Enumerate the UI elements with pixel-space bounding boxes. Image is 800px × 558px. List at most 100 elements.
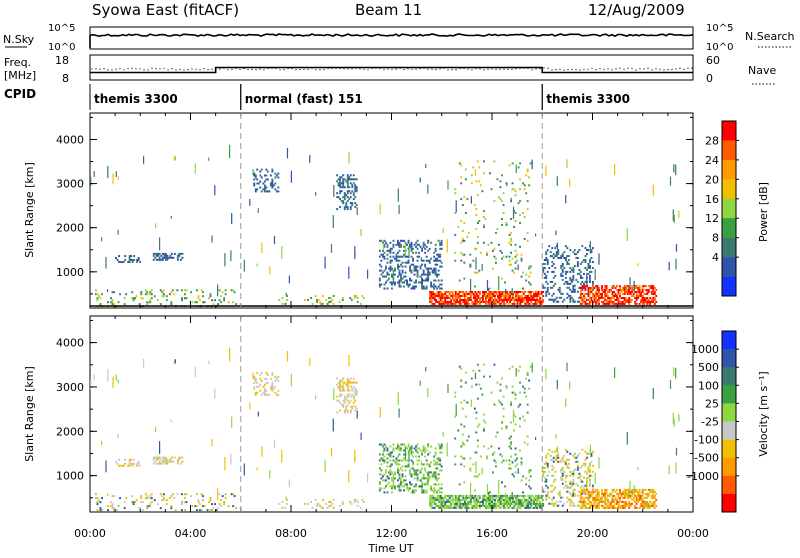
velocity-cell [602, 492, 605, 495]
nave-point [335, 67, 337, 69]
power-cell [542, 263, 545, 265]
nave-point [619, 67, 621, 69]
velocity-cell [454, 463, 457, 466]
nave-point [287, 67, 289, 70]
power-cell [589, 300, 591, 303]
velocity-cell [614, 498, 617, 501]
power-cell [548, 267, 551, 269]
velocity-cell [526, 371, 529, 374]
nave-point [439, 68, 441, 70]
power-cell [447, 297, 450, 299]
power-cell [159, 289, 162, 292]
power-cell [590, 299, 593, 301]
velocity-cell [631, 502, 634, 505]
power-streak [170, 215, 172, 219]
velocity-cell [489, 498, 492, 501]
power-cell [578, 286, 581, 289]
power-cell [546, 261, 549, 263]
power-cell [617, 302, 620, 305]
power-cell [115, 257, 117, 259]
power-cell [602, 300, 605, 303]
power-cell [439, 265, 442, 268]
power-cell [471, 300, 474, 303]
velocity-cell [263, 389, 266, 392]
power-cell [432, 291, 435, 293]
cpid-segments: themis 3300 normal (fast) 151 themis 3300 [94, 84, 630, 110]
velocity-cell [342, 403, 345, 406]
velocity-cell [465, 498, 468, 501]
velocity-cell [349, 500, 352, 503]
power-cell [343, 198, 346, 201]
power-cell [259, 174, 262, 177]
power-cell [467, 231, 470, 234]
power-cell [613, 291, 615, 293]
velocity-cell [497, 494, 499, 497]
nave-point [211, 68, 213, 70]
velocity-cell [212, 507, 215, 510]
velocity-cell [340, 385, 343, 388]
power-cell [154, 256, 157, 259]
power-cell [355, 186, 358, 189]
power-cell [430, 257, 433, 260]
power-cell [349, 202, 352, 205]
velocity-cell [124, 458, 127, 461]
nave-point [95, 68, 97, 70]
velocity-streak [669, 379, 672, 389]
power-cell [260, 190, 263, 193]
velocity-cell [433, 475, 436, 478]
power-cell [560, 272, 563, 275]
velocity-cell [322, 498, 325, 501]
power-cell [470, 174, 473, 177]
velocity-cell [224, 497, 227, 500]
velocity-cell [141, 501, 144, 504]
velocity-cell [628, 494, 631, 497]
velocity-cell [355, 393, 358, 396]
power-cell [641, 299, 644, 301]
velocity-cell [404, 479, 407, 482]
velocity-cell [463, 498, 466, 501]
power-cell [435, 300, 438, 303]
velocity-cell [500, 502, 502, 505]
velocity-cell [640, 498, 643, 501]
velocity-cell [557, 460, 560, 463]
velocity-cell [170, 460, 173, 463]
velocity-cell [401, 485, 404, 488]
velocity-streak [505, 492, 507, 498]
power-cell [623, 289, 626, 291]
velocity-cell [425, 477, 428, 480]
velocity-cell [427, 453, 430, 456]
power-cell [437, 253, 440, 256]
power-cell [623, 287, 626, 289]
velocity-cell [498, 502, 501, 505]
velocity-cell [259, 373, 262, 376]
power-cell [382, 249, 384, 252]
power-cell [607, 291, 609, 293]
nave-point [571, 68, 573, 70]
velocity-cell [395, 459, 398, 462]
power-cell [421, 247, 423, 250]
velocity-cell [488, 498, 490, 501]
power-cell [539, 297, 542, 299]
velocity-cell [475, 475, 478, 478]
velocity-cell [510, 502, 513, 505]
velocity-cell [202, 505, 204, 508]
freq-line [90, 66, 693, 74]
power-cell [436, 300, 439, 303]
power-cell [477, 300, 480, 303]
nave-point [255, 69, 257, 71]
power-cell [434, 247, 437, 250]
power-cell [534, 299, 537, 301]
nave-point [635, 69, 637, 71]
power-cell [434, 271, 437, 274]
power-cell [329, 297, 332, 299]
power-cell [501, 299, 504, 301]
power-cell [131, 291, 134, 294]
velocity-cell [501, 427, 503, 430]
velocity-cell [482, 502, 484, 505]
power-cell [465, 293, 468, 295]
velocity-cell [625, 488, 628, 491]
power-cell [445, 300, 448, 303]
velocity-cell [416, 443, 419, 446]
power-cell [392, 239, 395, 242]
power-cell [596, 293, 599, 295]
